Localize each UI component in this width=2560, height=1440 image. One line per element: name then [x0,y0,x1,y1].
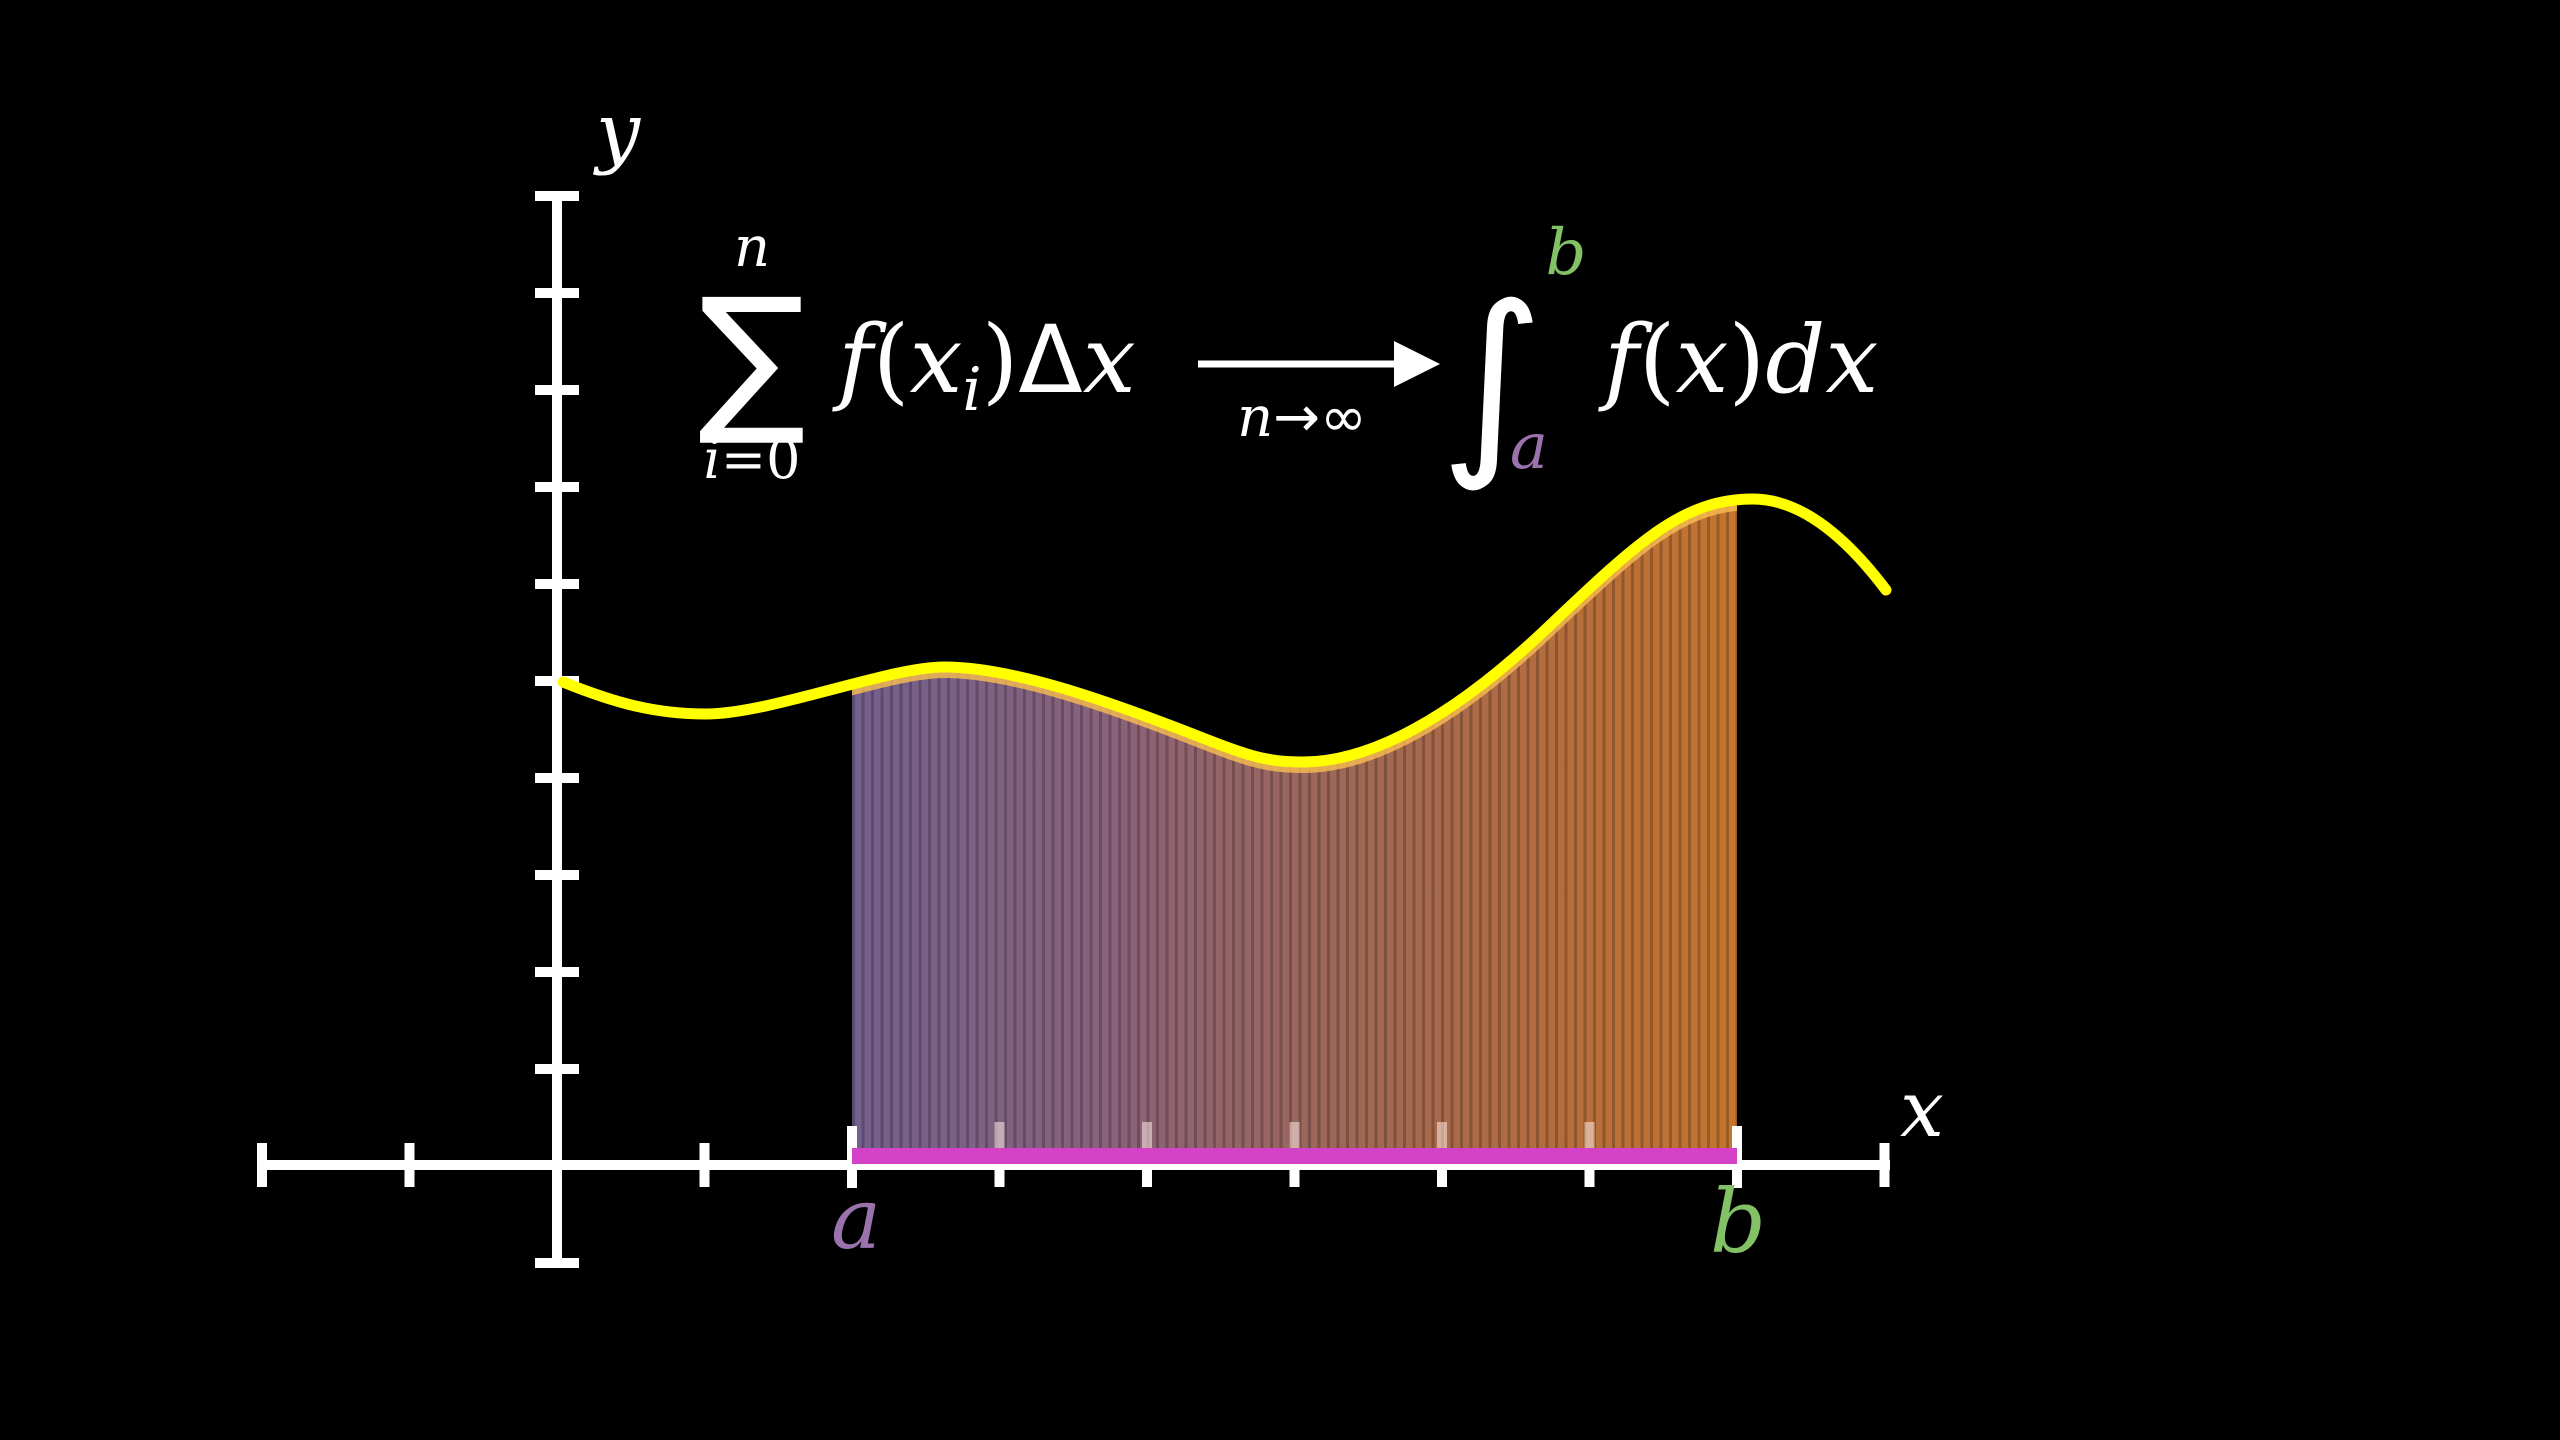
integral-symbol: ∫ [1440,263,1544,496]
tick-mark [535,385,579,395]
tick-throughs [994,1122,1595,1148]
function-curve [557,493,1892,768]
sum-subscript-i: i [963,355,982,425]
sum-upper-bound: n [734,215,770,280]
tick-mark [535,482,579,492]
tick-mark [1879,1143,1890,1187]
tick-mark [535,288,579,298]
tick-mark [699,1143,710,1187]
tick-mark [1584,1122,1595,1148]
delta-symbol: Δ [1018,306,1082,415]
y-axis [535,191,579,1268]
y-axis-ticks [535,191,579,1268]
tick-mark [1142,1122,1152,1148]
int-open-paren: ( [1639,306,1676,415]
limit-to-arrow: → [1273,385,1320,450]
int-d: d [1765,306,1825,415]
tick-mark [535,1064,579,1074]
sum-lower-i: i [704,428,721,491]
int-x: x [1675,306,1728,415]
int-close-paren: ) [1729,306,1766,415]
sum-expression: f(xi)Δx [832,306,1136,425]
baseline-segment [852,1148,1737,1164]
sum-delta-x: x [1083,306,1136,415]
tick-mark [535,676,579,686]
sum-open-paren: ( [873,306,910,415]
integral-lower-bound: a [1510,410,1548,484]
bound-label-a: a [831,1170,881,1268]
limit-n: n [1237,385,1273,450]
tick-mark [535,1258,579,1268]
riemann-sum-formula: n ∑ i=0 f(xi)Δx n→∞ ∫ b a f(x)dx [698,215,1878,496]
tick-mark [994,1143,1005,1187]
tick-mark [404,1143,415,1187]
limit-arrow [1198,341,1440,387]
tick-mark [535,967,579,977]
tick-mark [535,870,579,880]
tick-mark [535,773,579,783]
bound-label-b: b [1710,1170,1766,1273]
tick-mark [1142,1143,1152,1187]
integral-upper-bound: b [1546,216,1587,290]
limit-arrow-head [1394,341,1440,387]
tick-mark [1289,1143,1300,1187]
tick-mark [994,1122,1005,1148]
tick-mark [535,191,579,201]
sum-lower-bound: i=0 [704,428,801,491]
tick-mark [1289,1122,1300,1148]
sum-close-paren: ) [982,306,1019,415]
tick-mark [1437,1143,1447,1187]
tick-mark [535,579,579,589]
integral-expression: f(x)dx [1598,306,1878,415]
sum-lower-eq: =0 [721,428,801,491]
sum-x: x [909,306,962,415]
tick-mark [1584,1143,1595,1187]
limit-arrow-label: n→∞ [1237,385,1367,450]
x-axis-label: x [1900,1065,1944,1155]
tick-mark [257,1143,267,1187]
x-axis-line [257,1160,1890,1170]
sigma-symbol: ∑ [698,263,806,450]
tick-mark [1437,1122,1447,1148]
int-dx: x [1825,306,1878,415]
y-axis-line [552,191,562,1268]
infinity-symbol: ∞ [1320,385,1367,450]
y-axis-label: y [593,87,641,177]
